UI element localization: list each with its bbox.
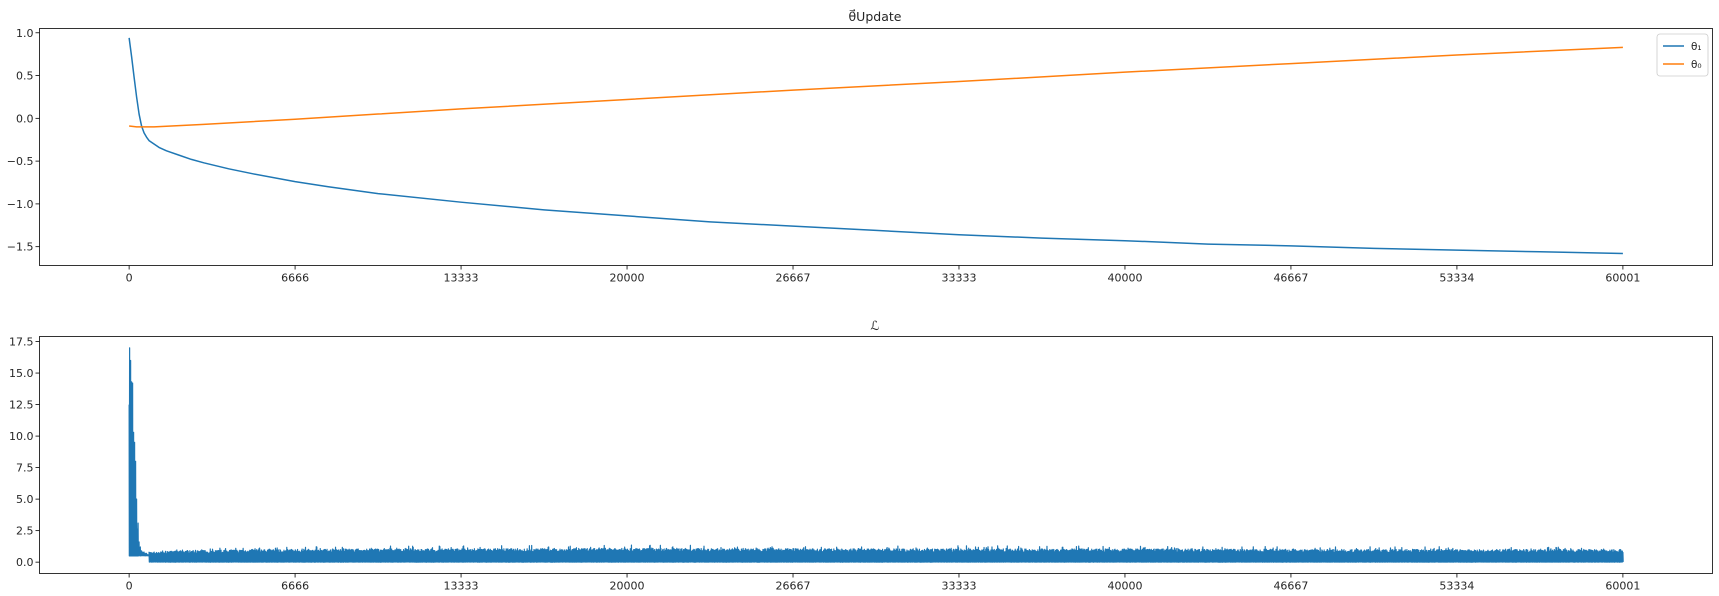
- x-tick-label: 53334: [1439, 272, 1474, 285]
- theta-update-title: θ⃗Update: [849, 9, 902, 24]
- y-tick-label: 12.5: [9, 399, 34, 412]
- y-tick-label: 0.5: [16, 70, 34, 83]
- y-tick-label: 1.0: [16, 27, 34, 40]
- y-tick-label: −1.0: [7, 198, 34, 211]
- x-tick-label: 20000: [610, 272, 645, 285]
- legend-frame: [1656, 33, 1709, 77]
- x-tick-label: 33333: [941, 272, 976, 285]
- x-tick-label: 40000: [1107, 272, 1142, 285]
- y-tick-label: 0.0: [16, 556, 34, 569]
- x-tick-label: 20000: [610, 580, 645, 593]
- x-tick-label: 53334: [1439, 580, 1474, 593]
- x-tick-label: 13333: [444, 272, 479, 285]
- theta0-series-line: [129, 46, 1623, 128]
- theta-update-axes: θ⃗Update 0 6666 13333 20000 26667 33333 40000 4…: [7, 9, 1713, 285]
- loss-plot-area: [128, 347, 1624, 563]
- y-tick-label: 7.5: [16, 462, 34, 475]
- legend-label-theta0: θ₀: [1691, 59, 1702, 71]
- loss-title: ℒ: [870, 318, 879, 333]
- y-tick-label: 2.5: [16, 525, 34, 538]
- loss-ticks: 0 6666 13333 20000 26667 33333 40000 46667 53334…: [9, 336, 1640, 593]
- y-tick-label: −1.5: [7, 241, 34, 254]
- x-tick-label: 0: [126, 272, 133, 285]
- theta-update-ticks: 0 6666 13333 20000 26667 33333 40000 46667 53334…: [7, 27, 1641, 285]
- legend-label-theta1: θ₁: [1691, 41, 1702, 53]
- y-tick-label: 0.0: [16, 112, 34, 125]
- loss-axes-frame: [39, 336, 1713, 574]
- y-tick-label: 15.0: [9, 367, 34, 380]
- y-tick-label: 5.0: [16, 493, 34, 506]
- y-tick-label: −0.5: [7, 155, 34, 168]
- y-tick-label: 10.0: [9, 430, 34, 443]
- x-tick-label: 26667: [776, 580, 811, 593]
- legend: θ₁ θ₀: [1656, 33, 1709, 77]
- x-tick-label: 46667: [1273, 580, 1308, 593]
- x-tick-label: 46667: [1273, 272, 1308, 285]
- x-tick-label: 13333: [444, 580, 479, 593]
- x-tick-label: 26667: [776, 272, 811, 285]
- x-tick-label: 6666: [281, 272, 309, 285]
- theta1-series-line: [128, 37, 1623, 255]
- x-tick-label: 33333: [941, 580, 976, 593]
- y-tick-label: 17.5: [9, 336, 34, 349]
- x-tick-label: 60001: [1605, 272, 1640, 285]
- x-tick-label: 60001: [1605, 580, 1640, 593]
- x-tick-label: 6666: [281, 580, 309, 593]
- x-tick-label: 0: [126, 580, 133, 593]
- loss-series-line: [128, 347, 1624, 563]
- loss-axes: ℒ 0 6666 13333 20000 26667 33333 40000 46667 533…: [9, 318, 1713, 593]
- theta-update-axes-frame: [39, 28, 1713, 266]
- x-tick-label: 40000: [1107, 580, 1142, 593]
- theta-update-plot-area: [128, 37, 1623, 255]
